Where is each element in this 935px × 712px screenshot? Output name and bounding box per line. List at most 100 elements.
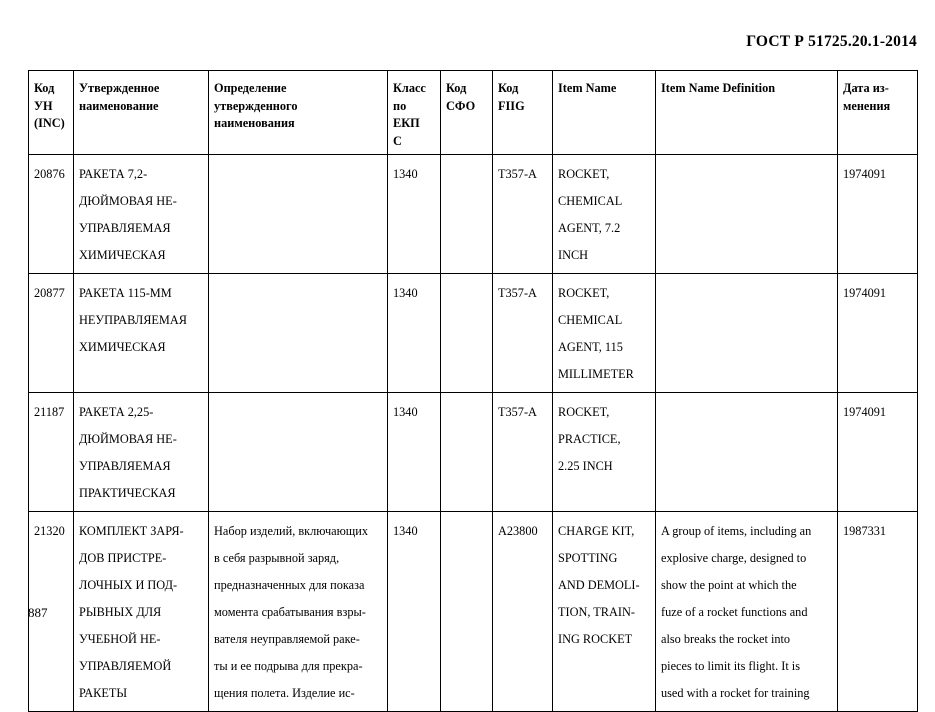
- cell-text-line: pieces to limit its flight. It is: [661, 659, 801, 673]
- cell-fiig-code: А23800: [492, 511, 553, 712]
- cell-text-line: fuze of a rocket functions and: [661, 605, 808, 619]
- cell-change-date: 1987331: [837, 511, 918, 712]
- cell-text-line: 2.25 INCH: [558, 459, 613, 473]
- cell-change-date: 1974091: [837, 392, 918, 512]
- column-header-line: утвержденного: [214, 98, 298, 113]
- cell-item-name: ROCKET, CHEMICAL AGENT, 115 MILLIMETER: [552, 273, 656, 393]
- column-header-line: СФО: [446, 98, 476, 113]
- cell-text-line: ROCKET,: [558, 405, 610, 419]
- column-header-line: Утвержденное: [79, 81, 160, 95]
- cell-item-name-definition: [655, 154, 838, 274]
- cell-ekps-class: 1340: [387, 273, 441, 393]
- table-row: 20877 РАКЕТА 115-ММ НЕУПРАВЛЯЕМАЯ ХИМИЧЕСК…: [28, 273, 918, 393]
- cell-sfo-code: [440, 392, 493, 512]
- cell-text-line: РАКЕТА 2,25-: [79, 405, 154, 419]
- cell-inc: 21187: [28, 392, 74, 512]
- column-header-item-name: Item Name: [552, 70, 656, 155]
- cell-fiig-code: Т357-А: [492, 154, 553, 274]
- cell-inc: 20876: [28, 154, 74, 274]
- standard-designation-header: ГОСТ Р 51725.20.1-2014: [746, 33, 917, 50]
- cell-text-line: ЛОЧНЫХ И ПОД-: [79, 578, 178, 592]
- column-header-line: менения: [843, 98, 891, 113]
- cell-text-line: УПРАВЛЯЕМАЯ: [79, 221, 171, 235]
- column-header-inc: Код УН (INC): [28, 70, 74, 155]
- cell-item-name-definition: [655, 273, 838, 393]
- cell-sfo-code: [440, 511, 493, 712]
- column-header-line: (INC): [34, 116, 65, 130]
- cell-text-line: used with a rocket for training: [661, 686, 810, 700]
- cell-text-line: щения полета. Изделие ис-: [214, 686, 355, 700]
- cell-approved-name-definition: [208, 154, 388, 274]
- cell-text-line: AGENT, 7.2: [558, 221, 621, 235]
- cell-fiig-code: Т357-А: [492, 273, 553, 393]
- cell-text-line: НЕУПРАВЛЯЕМАЯ: [79, 313, 187, 327]
- cell-approved-name-definition: [208, 273, 388, 393]
- cell-text-line: ING ROCKET: [558, 632, 633, 646]
- cell-sfo-code: [440, 154, 493, 274]
- cell-text-line: ты и ее подрыва для прекра-: [214, 659, 363, 673]
- cell-inc: 20877: [28, 273, 74, 393]
- column-header-line: FIIG: [498, 98, 525, 113]
- table-row: 21187 РАКЕТА 2,25- ДЮЙМОВАЯ НЕ- УПРАВЛЯЕМА…: [28, 392, 918, 512]
- column-header-line: Дата из-: [843, 81, 889, 95]
- cell-text-line: КОМПЛЕКТ ЗАРЯ-: [79, 524, 184, 538]
- column-header-sfo-code: Код СФО: [440, 70, 493, 155]
- cell-text-line: ROCKET,: [558, 286, 610, 300]
- column-header-line: Код: [34, 81, 55, 95]
- column-header-line: по: [393, 98, 407, 113]
- cell-text-line: CHEMICAL: [558, 194, 623, 208]
- cell-item-name-definition: A group of items, including an explosive …: [655, 511, 838, 712]
- cell-approved-name-definition: Набор изделий, включающих в себя разрывно…: [208, 511, 388, 712]
- cell-text-line: РАКЕТА 115-ММ: [79, 286, 172, 300]
- cell-ekps-class: 1340: [387, 511, 441, 712]
- cell-item-name-definition: [655, 392, 838, 512]
- page-number: 887: [28, 605, 48, 620]
- cell-text-line: УПРАВЛЯЕМАЯ: [79, 459, 171, 473]
- table-body: 20876 РАКЕТА 7,2- ДЮЙМОВАЯ НЕ- УПРАВЛЯЕМАЯ…: [28, 154, 918, 712]
- column-header-ekps-class: Класс по ЕКП С: [387, 70, 441, 155]
- cell-approved-name: КОМПЛЕКТ ЗАРЯ- ДОВ ПРИСТРЕ- ЛОЧНЫХ И ПОД- Р…: [73, 511, 209, 712]
- cell-text-line: вателя неуправляемой раке-: [214, 632, 360, 646]
- cell-text-line: в себя разрывной заряд,: [214, 551, 340, 565]
- cell-text-line: explosive charge, designed to: [661, 551, 807, 565]
- column-header-line: наименование: [79, 98, 159, 113]
- cell-text-line: ДЮЙМОВАЯ НЕ-: [79, 432, 177, 446]
- column-header-line: УН: [34, 98, 53, 113]
- column-header-line: Определение: [214, 81, 287, 95]
- cell-text-line: INCH: [558, 248, 589, 262]
- column-header-approved-name-definition: Определение утвержденного наименования: [208, 70, 388, 155]
- cell-text-line: ДОВ ПРИСТРЕ-: [79, 551, 167, 565]
- cell-text-line: предназначенных для показа: [214, 578, 365, 592]
- cell-text-line: CHEMICAL: [558, 313, 623, 327]
- document-page: ГОСТ Р 51725.20.1-2014 Код УН (INC) Утверж…: [28, 33, 918, 712]
- table-row: 21320 КОМПЛЕКТ ЗАРЯ- ДОВ ПРИСТРЕ- ЛОЧНЫХ И…: [28, 511, 918, 712]
- cell-text-line: SPOTTING: [558, 551, 618, 565]
- column-header-line: Код: [498, 81, 519, 95]
- column-header-line: Item Name Definition: [661, 81, 776, 95]
- table-header-row: Код УН (INC) Утвержденное наименование Опре…: [28, 70, 918, 155]
- cell-text-line: момента срабатывания взры-: [214, 605, 366, 619]
- cell-ekps-class: 1340: [387, 154, 441, 274]
- cell-text-line: ХИМИЧЕСКАЯ: [79, 340, 166, 354]
- cell-text-line: CHARGE KIT,: [558, 524, 635, 538]
- cell-approved-name-definition: [208, 392, 388, 512]
- column-header-fiig-code: Код FIIG: [492, 70, 553, 155]
- cell-text-line: A group of items, including an: [661, 524, 812, 538]
- column-header-line: Класс: [393, 81, 426, 95]
- cell-change-date: 1974091: [837, 154, 918, 274]
- cell-text-line: УПРАВЛЯЕМОЙ: [79, 659, 172, 673]
- cell-text-line: ROCKET,: [558, 167, 610, 181]
- column-header-line: Item Name: [558, 81, 617, 95]
- cell-item-name: CHARGE KIT, SPOTTING AND DEMOLI- TION, TRAI…: [552, 511, 656, 712]
- cell-text-line: РАКЕТА 7,2-: [79, 167, 148, 181]
- column-header-line: С: [393, 133, 402, 148]
- cell-text-line: Набор изделий, включающих: [214, 524, 369, 538]
- cell-ekps-class: 1340: [387, 392, 441, 512]
- cell-item-name: ROCKET, PRACTICE, 2.25 INCH: [552, 392, 656, 512]
- cell-approved-name: РАКЕТА 2,25- ДЮЙМОВАЯ НЕ- УПРАВЛЯЕМАЯ ПРАКТ…: [73, 392, 209, 512]
- cell-text-line: MILLIMETER: [558, 367, 634, 381]
- cell-text-line: show the point at which the: [661, 578, 797, 592]
- cell-sfo-code: [440, 273, 493, 393]
- column-header-line: ЕКП: [393, 116, 420, 130]
- cell-approved-name: РАКЕТА 7,2- ДЮЙМОВАЯ НЕ- УПРАВЛЯЕМАЯ ХИМИЧЕ…: [73, 154, 209, 274]
